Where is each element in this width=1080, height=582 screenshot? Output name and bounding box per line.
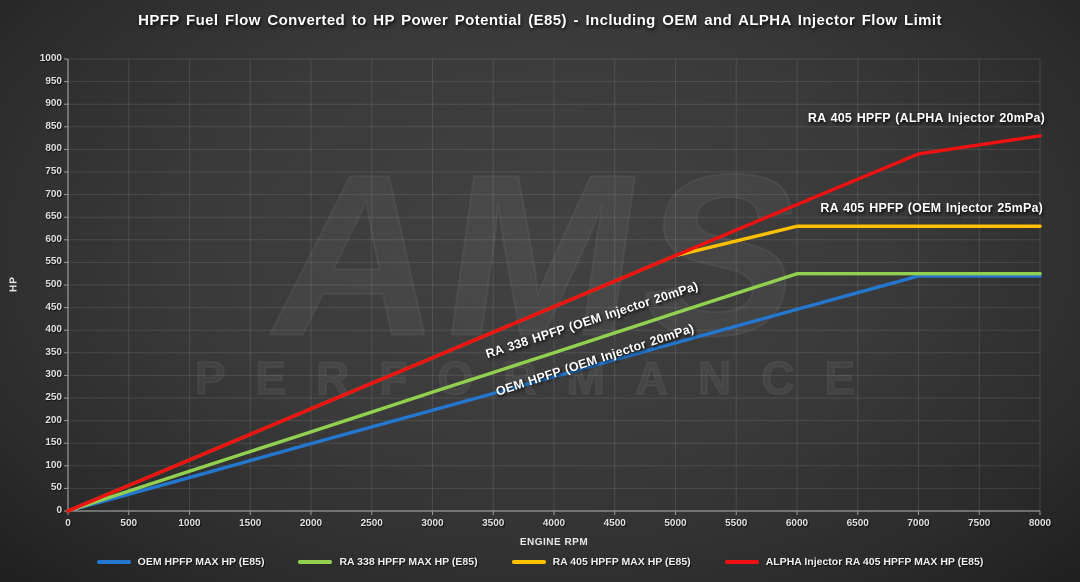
- y-tick-label: 50: [50, 482, 62, 494]
- x-tick-label: 2000: [299, 518, 323, 529]
- legend-line-swatch: [724, 560, 759, 564]
- x-tick-label: 1500: [239, 518, 262, 529]
- x-tick-label: 3500: [482, 518, 505, 529]
- chart-legend: OEM HPFP MAX HP (E85) RA 338 HPFP MAX HP …: [0, 556, 1080, 568]
- y-tick-label: 150: [45, 437, 62, 449]
- y-tick-label: 700: [45, 188, 62, 200]
- y-tick-label: 650: [45, 211, 62, 223]
- x-tick-label: 4000: [542, 518, 566, 529]
- series-line: [66, 272, 1042, 513]
- x-tick-label: 6500: [846, 518, 869, 529]
- legend-line-swatch: [96, 560, 131, 564]
- x-tick-label: 5000: [664, 518, 687, 529]
- x-tick-label: 4500: [603, 518, 626, 529]
- legend-item: OEM HPFP MAX HP (E85): [96, 556, 265, 568]
- x-tick-label: 0: [65, 518, 71, 529]
- x-axis-title: ENGINE RPM: [519, 537, 589, 548]
- legend-line-swatch: [298, 560, 333, 564]
- x-tick-label: 7500: [968, 518, 991, 529]
- x-tick-label: 1000: [178, 518, 201, 529]
- chart-title-text: HPFP Fuel Flow Converted to HP Power Pot…: [138, 12, 942, 29]
- y-tick-label: 750: [45, 166, 62, 177]
- y-tick-label: 550: [45, 256, 62, 268]
- legend-label: RA 405 HPFP MAX HP (E85): [552, 556, 691, 568]
- y-tick-label: 450: [45, 301, 62, 313]
- chart-title: HPFP Fuel Flow Converted to HP Power Pot…: [0, 9, 1080, 33]
- y-tick-label: 250: [45, 392, 62, 403]
- x-tick-label: 8000: [1028, 518, 1052, 529]
- y-axis-title: HP: [8, 276, 20, 292]
- y-tick-label: 850: [45, 120, 62, 132]
- x-tick-label: 3000: [421, 518, 444, 529]
- x-tick-label: 7000: [907, 518, 930, 529]
- legend-line-swatch: [511, 560, 546, 564]
- legend-label: OEM HPFP MAX HP (E85): [137, 556, 265, 568]
- y-tick-label: 200: [45, 414, 62, 426]
- y-tick-label: 100: [45, 459, 62, 471]
- y-tick-label: 300: [45, 369, 62, 381]
- x-tick-label: 500: [120, 518, 138, 529]
- legend-item: ALPHA Injector RA 405 HPFP MAX HP (E85): [724, 556, 984, 568]
- legend-label: ALPHA Injector RA 405 HPFP MAX HP (E85): [765, 556, 984, 568]
- y-tick-label: 800: [45, 143, 62, 155]
- legend-item: RA 338 HPFP MAX HP (E85): [298, 556, 478, 568]
- x-tick-label: 5500: [725, 518, 748, 529]
- y-tick-label: 1000: [39, 53, 62, 64]
- y-tick-label: 400: [45, 324, 62, 336]
- y-tick-label: 950: [45, 75, 62, 87]
- y-tick-label: 600: [45, 233, 62, 245]
- y-tick-label: 500: [45, 279, 62, 290]
- series-line: [66, 274, 1042, 513]
- y-tick-label: 0: [56, 505, 62, 516]
- x-tick-label: 2500: [360, 518, 383, 529]
- series-line: [66, 134, 1042, 513]
- y-tick-label: 350: [45, 346, 62, 358]
- legend-label: RA 338 HPFP MAX HP (E85): [339, 556, 478, 568]
- y-tick-label: 900: [45, 98, 62, 110]
- x-tick-label: 6000: [785, 518, 809, 529]
- legend-item: RA 405 HPFP MAX HP (E85): [511, 556, 691, 568]
- series-annotation: RA 405 HPFP (ALPHA Injector 20mPa): [807, 111, 1045, 125]
- series-annotation: RA 405 HPFP (OEM Injector 25mPa): [820, 201, 1043, 215]
